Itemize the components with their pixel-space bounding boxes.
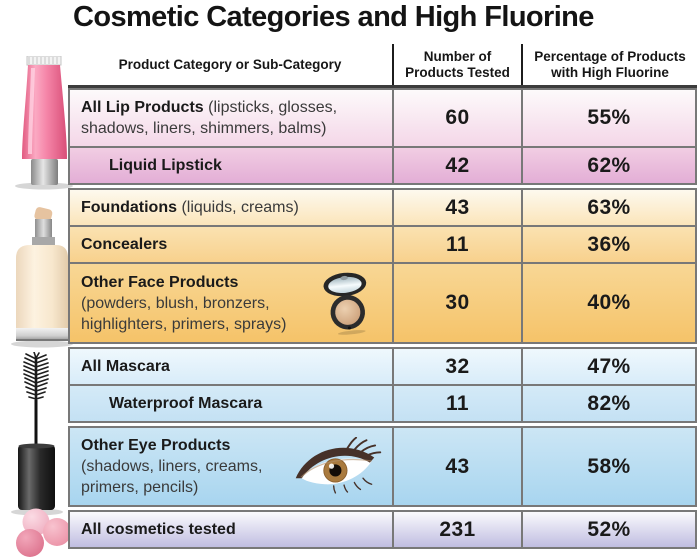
tested-count: 60 — [392, 90, 521, 146]
foundation-bottle-icon — [11, 207, 73, 348]
header-category: Product Category or Sub-Category — [118, 56, 342, 72]
table-row: Other Eye Products (shadows, liners, cre… — [68, 426, 697, 507]
eye-icon — [294, 436, 382, 497]
row-group-eye: Other Eye Products (shadows, liners, cre… — [68, 426, 697, 507]
fluorine-percentage: 82% — [521, 386, 695, 421]
row-group-total: All cosmetics tested 231 52% — [68, 510, 697, 549]
tested-count: 42 — [392, 148, 521, 183]
fluorine-percentage: 36% — [521, 227, 695, 262]
table-row: Other Face Products (powders, blush, bro… — [68, 262, 697, 344]
header-number-tested: Number of Products Tested — [392, 44, 521, 85]
tested-count: 43 — [392, 190, 521, 225]
table-row: Concealers 11 36% — [68, 225, 697, 264]
table-row: All Mascara 32 47% — [68, 347, 697, 386]
row-group-lip: All Lip Products (lipsticks, glosses, sh… — [68, 88, 697, 185]
header-percentage: Percentage of Products with High Fluorin… — [521, 44, 697, 85]
row-group-mascara: All Mascara 32 47% Waterproof Mascara 11 82% — [68, 347, 697, 423]
tested-count: 11 — [392, 386, 521, 421]
fluorine-percentage: 55% — [521, 90, 695, 146]
category-cell: Foundations (liquids, creams) — [70, 190, 392, 225]
table-row: Waterproof Mascara 11 82% — [68, 384, 697, 423]
category-label: Other Face Products (powders, blush, bro… — [81, 273, 287, 333]
row-group-face: Foundations (liquids, creams) 43 63% Concea… — [68, 188, 697, 344]
table-body: All Lip Products (lipsticks, glosses, sh… — [68, 88, 697, 549]
table-header-row: Product Category or Sub-Category Number … — [68, 44, 697, 88]
category-cell: Concealers — [70, 227, 392, 262]
category-label: Foundations (liquids, creams) — [81, 199, 299, 216]
fluorine-percentage: 40% — [521, 264, 695, 342]
table-row: Liquid Lipstick 42 62% — [68, 146, 697, 185]
category-cell: All Mascara — [70, 349, 392, 384]
tested-count: 32 — [392, 349, 521, 384]
data-table: Product Category or Sub-Category Number … — [68, 44, 697, 552]
fluorine-percentage: 47% — [521, 349, 695, 384]
fluorine-percentage: 63% — [521, 190, 695, 225]
category-label: All Mascara — [81, 358, 170, 375]
pink-pearls-icon — [16, 508, 71, 557]
tested-count: 43 — [392, 428, 521, 505]
table-row: All cosmetics tested 231 52% — [68, 510, 697, 549]
tested-count: 231 — [392, 512, 521, 547]
page-title: Cosmetic Categories and High Fluorine — [73, 1, 594, 33]
category-cell: Waterproof Mascara — [70, 386, 392, 421]
mascara-wand-icon — [11, 352, 63, 516]
table-row: All Lip Products (lipsticks, glosses, sh… — [68, 88, 697, 148]
tested-count: 30 — [392, 264, 521, 342]
compact-powder-icon — [320, 271, 374, 335]
table-row: Foundations (liquids, creams) 43 63% — [68, 188, 697, 227]
category-cell: Other Eye Products (shadows, liners, cre… — [70, 428, 392, 505]
category-label: All Lip Products (lipsticks, glosses, sh… — [81, 99, 338, 137]
category-label: Liquid Lipstick — [109, 157, 222, 174]
category-label: Concealers — [81, 236, 168, 253]
fluorine-percentage: 52% — [521, 512, 695, 547]
category-cell: All Lip Products (lipsticks, glosses, sh… — [70, 90, 392, 146]
fluorine-percentage: 58% — [521, 428, 695, 505]
category-cell: All cosmetics tested — [70, 512, 392, 547]
category-cell: Other Face Products (powders, blush, bro… — [70, 264, 392, 342]
tested-count: 11 — [392, 227, 521, 262]
category-cell: Liquid Lipstick — [70, 148, 392, 183]
category-label: All cosmetics tested — [81, 521, 236, 538]
category-label: Other Eye Products (shadows, liners, cre… — [81, 437, 263, 496]
fluorine-percentage: 62% — [521, 148, 695, 183]
lip-gloss-tube-icon — [15, 56, 73, 190]
category-label: Waterproof Mascara — [109, 395, 263, 412]
product-illustrations — [0, 0, 82, 560]
